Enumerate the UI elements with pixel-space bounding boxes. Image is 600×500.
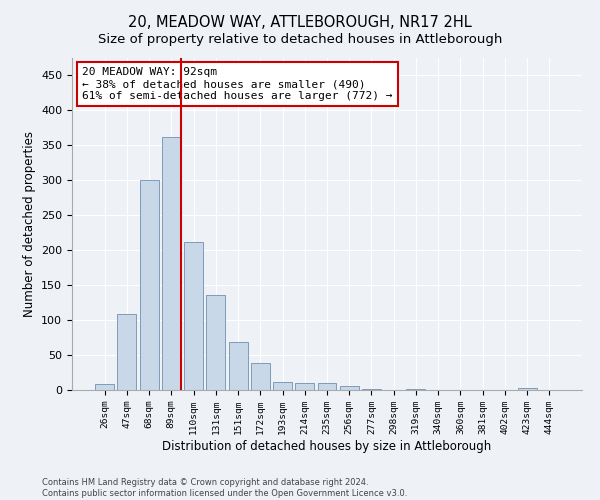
Bar [295, 383, 314, 390]
Bar [340, 386, 359, 390]
Bar [162, 136, 181, 390]
Bar [95, 384, 114, 390]
Bar [229, 342, 248, 390]
Bar [317, 383, 337, 390]
Bar [118, 314, 136, 390]
Text: 20 MEADOW WAY: 92sqm
← 38% of detached houses are smaller (490)
61% of semi-deta: 20 MEADOW WAY: 92sqm ← 38% of detached h… [82, 68, 392, 100]
X-axis label: Distribution of detached houses by size in Attleborough: Distribution of detached houses by size … [163, 440, 491, 453]
Bar [273, 382, 292, 390]
Text: Contains HM Land Registry data © Crown copyright and database right 2024.
Contai: Contains HM Land Registry data © Crown c… [42, 478, 407, 498]
Bar [362, 388, 381, 390]
Bar [406, 388, 425, 390]
Text: 20, MEADOW WAY, ATTLEBOROUGH, NR17 2HL: 20, MEADOW WAY, ATTLEBOROUGH, NR17 2HL [128, 15, 472, 30]
Y-axis label: Number of detached properties: Number of detached properties [23, 130, 35, 317]
Bar [251, 364, 270, 390]
Text: Size of property relative to detached houses in Attleborough: Size of property relative to detached ho… [98, 32, 502, 46]
Bar [140, 180, 158, 390]
Bar [184, 242, 203, 390]
Bar [206, 295, 225, 390]
Bar [518, 388, 536, 390]
